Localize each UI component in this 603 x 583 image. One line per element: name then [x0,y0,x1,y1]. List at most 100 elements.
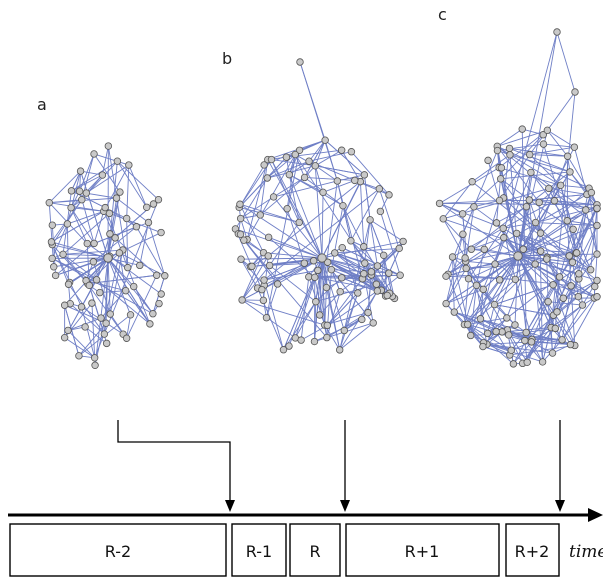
node [338,244,346,252]
connector-a [117,420,235,512]
node [75,352,83,360]
node [545,184,553,193]
node [130,282,138,291]
node [593,276,601,285]
edge [239,204,264,253]
edge [86,164,130,194]
edge [471,171,571,250]
node [64,326,72,335]
node [490,300,499,309]
edge [570,296,598,345]
edge [271,159,300,223]
edge [350,240,384,256]
edge [561,280,598,341]
edge [339,322,374,351]
node [399,237,407,246]
node [113,157,122,165]
edge [71,174,103,192]
edge [462,206,475,235]
edge [101,145,109,176]
edge [503,197,527,208]
edge [546,91,576,131]
node [553,308,561,316]
node [466,331,475,340]
edge [246,159,269,240]
edge [109,249,124,315]
node [122,214,131,223]
edge [496,128,523,147]
node [586,265,595,274]
edge [529,154,561,186]
node [297,336,305,344]
node [479,342,487,351]
node [258,285,266,294]
node [285,342,293,350]
edge [314,165,323,259]
node [157,290,165,298]
node [347,237,355,245]
node [500,233,508,242]
edge [572,229,577,254]
panel-label-b: b [222,49,232,68]
node [97,314,105,322]
node [531,260,539,268]
node [511,321,519,329]
node [295,146,304,154]
edge [445,234,464,304]
edge [240,258,265,286]
edge [494,284,554,306]
node [463,320,472,329]
node [104,142,113,150]
edge [342,205,365,247]
edge [266,283,279,318]
edge [240,218,269,238]
node [450,308,458,316]
edge [498,129,548,168]
node [319,188,327,197]
node [142,203,151,211]
node [111,234,119,242]
nodes [45,142,169,369]
edge [109,212,162,233]
time-axis [8,508,603,522]
node [149,310,157,318]
time-axis-label: time [569,542,603,562]
edge [590,208,598,270]
node [105,209,114,218]
edge [561,297,595,341]
node [67,204,75,212]
node [484,156,492,165]
node [468,178,476,186]
edge [534,263,572,287]
node [311,273,319,282]
node [259,296,268,305]
edge [125,290,151,325]
node [310,337,319,346]
segment-label: R-1 [246,542,272,561]
edge [241,257,323,301]
edge [550,327,553,354]
node [59,250,67,259]
edge [324,139,365,176]
node [483,329,492,338]
edge [136,226,166,276]
edge [585,209,598,255]
node [103,253,113,263]
edge [51,210,105,243]
edge [126,314,131,339]
edge [53,257,109,268]
timeline-segment-r: R [289,523,341,577]
node [146,320,154,328]
edge [64,337,95,359]
edge [299,139,326,151]
node [476,315,485,323]
edge [502,200,555,229]
node [458,210,467,218]
node [238,296,246,304]
node [519,245,527,253]
edge [508,327,556,336]
edge [107,257,131,315]
node [593,250,601,258]
node [563,152,572,160]
